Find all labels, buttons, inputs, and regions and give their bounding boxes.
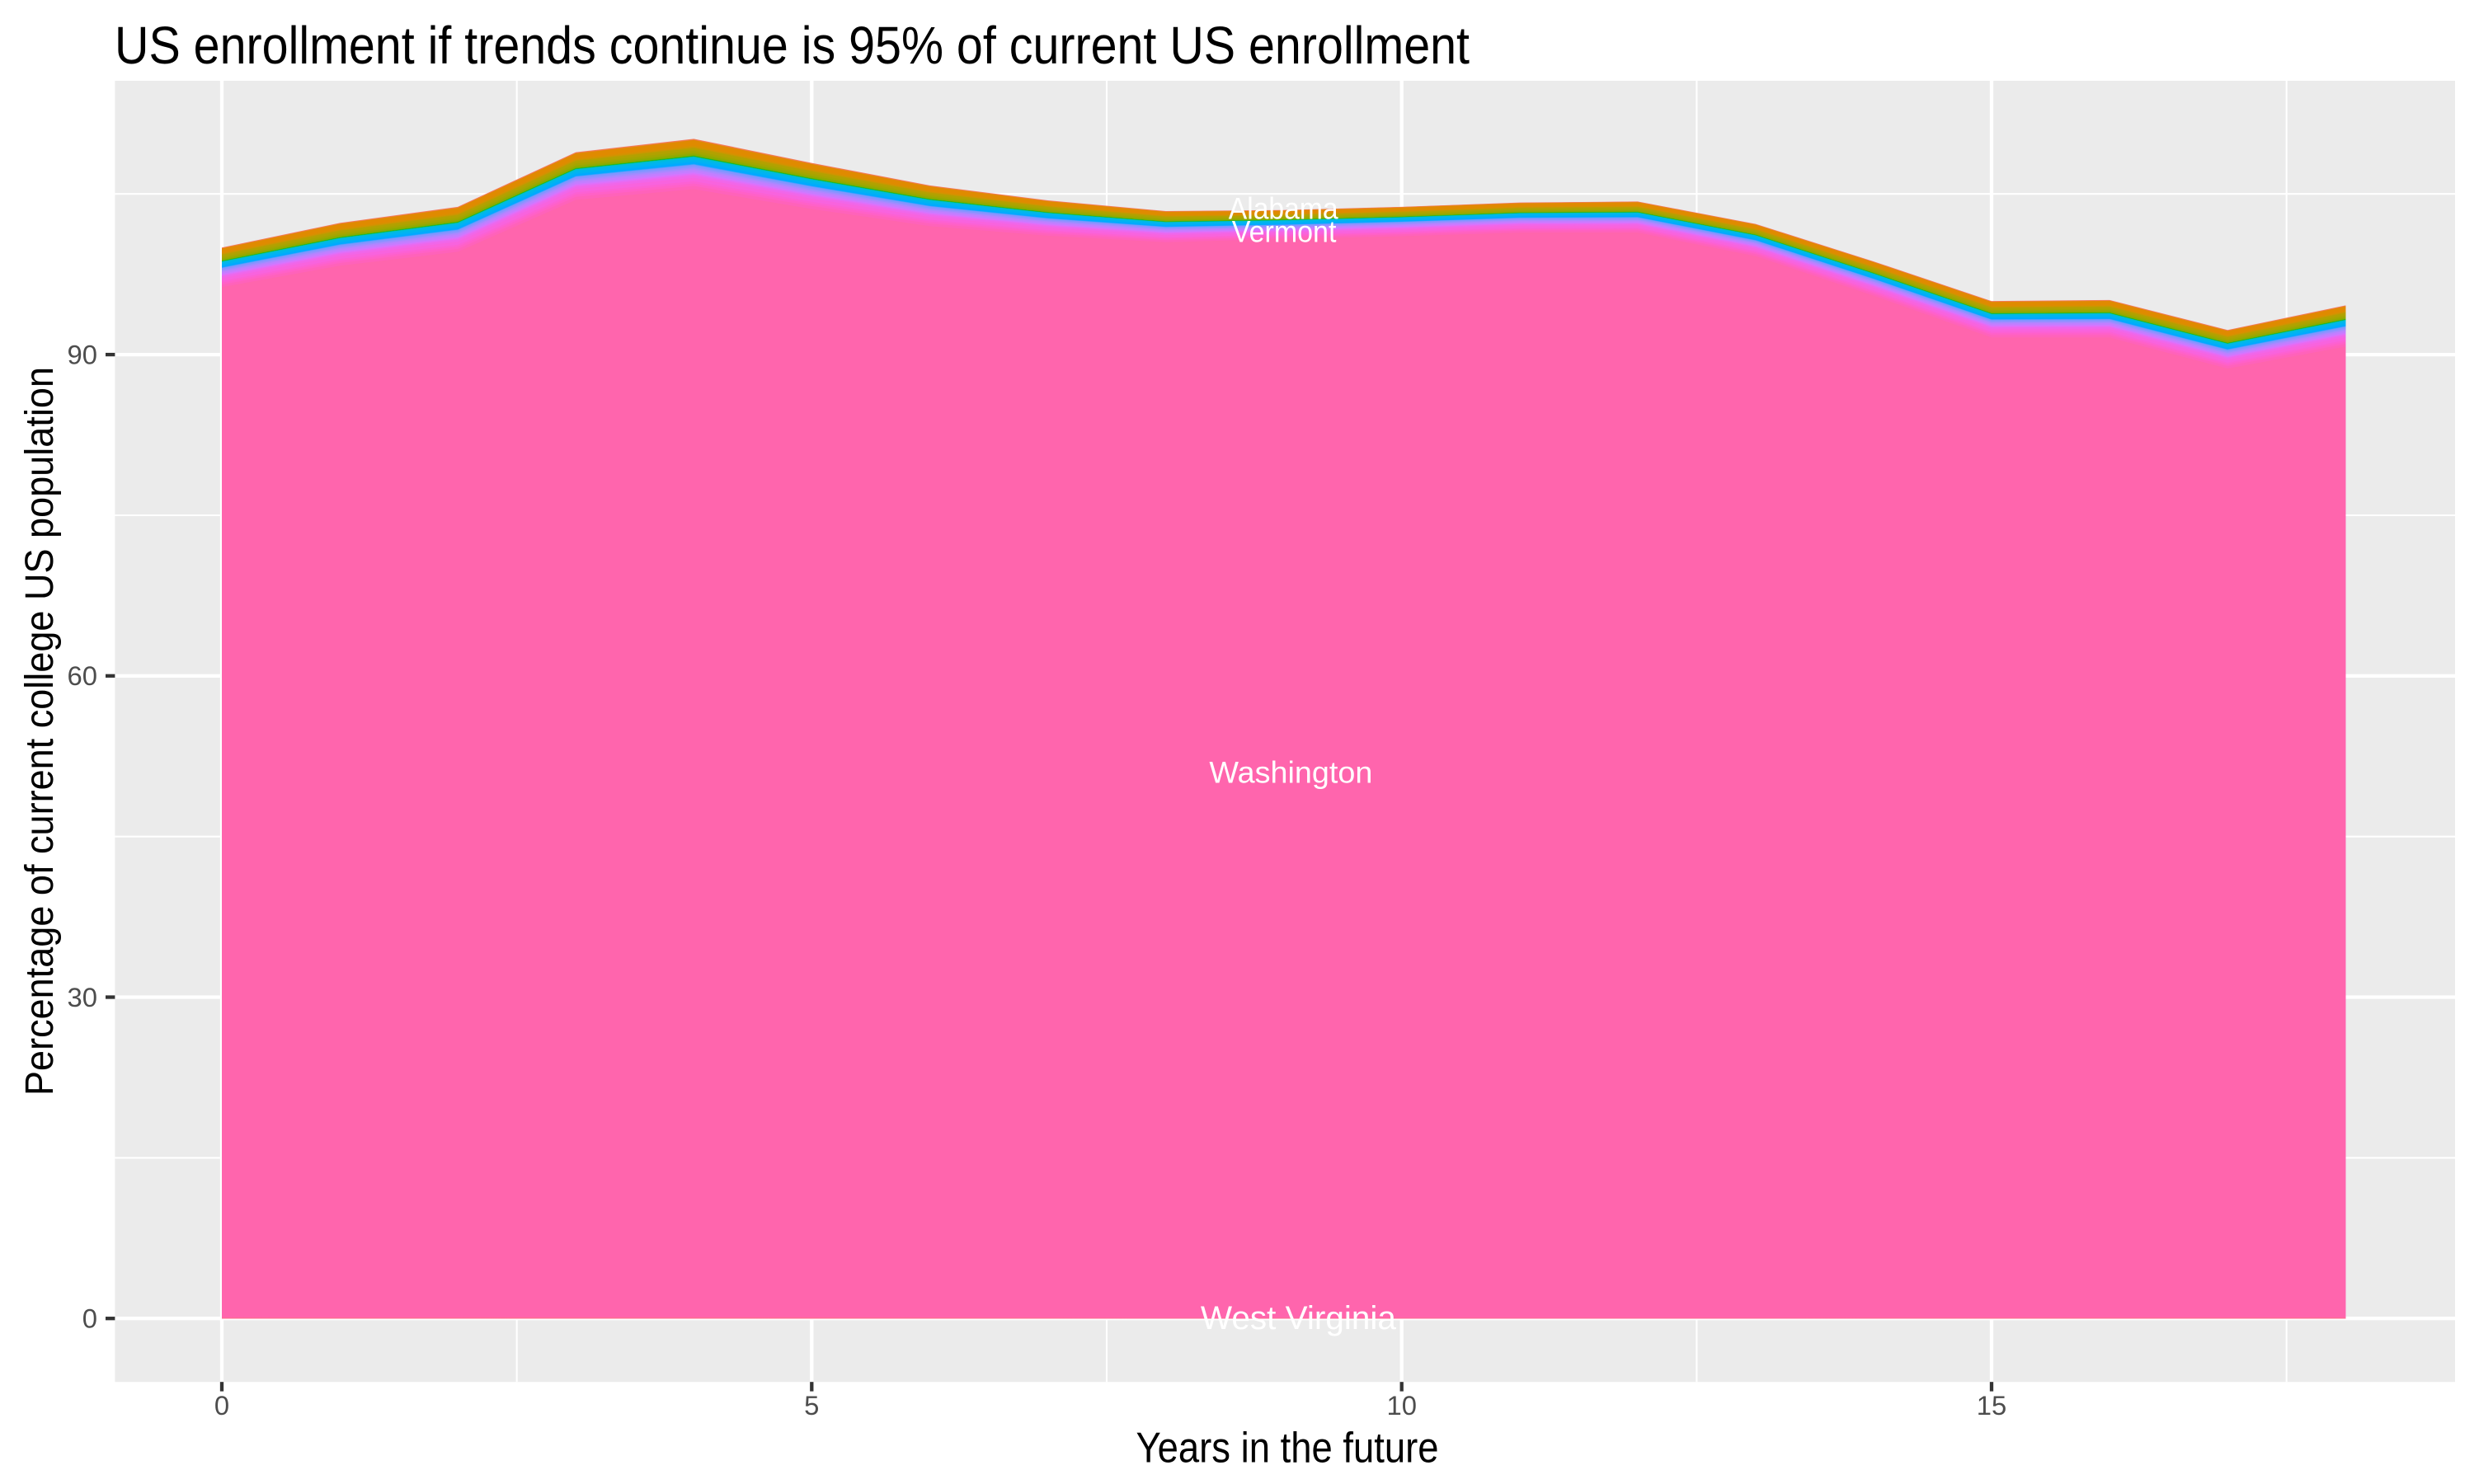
svg-text:Years in the future: Years in the future	[1136, 1424, 1439, 1472]
svg-text:5: 5	[804, 1390, 819, 1421]
svg-text:Percentage of current college: Percentage of current college US populat…	[18, 367, 62, 1096]
svg-text:Vermont: Vermont	[1232, 215, 1337, 249]
svg-text:West Virginia: West Virginia	[1201, 1300, 1397, 1336]
svg-text:15: 15	[1977, 1390, 2006, 1421]
svg-text:30: 30	[68, 982, 97, 1012]
svg-text:Washington: Washington	[1209, 756, 1372, 790]
svg-text:US enrollment if trends contin: US enrollment if trends continue is 95% …	[115, 16, 1470, 75]
svg-text:Alabama: Alabama	[1229, 192, 1338, 226]
svg-text:10: 10	[1386, 1390, 1416, 1421]
svg-text:60: 60	[68, 660, 97, 691]
svg-text:0: 0	[82, 1303, 97, 1334]
svg-text:90: 90	[68, 339, 97, 369]
svg-text:0: 0	[214, 1390, 229, 1421]
